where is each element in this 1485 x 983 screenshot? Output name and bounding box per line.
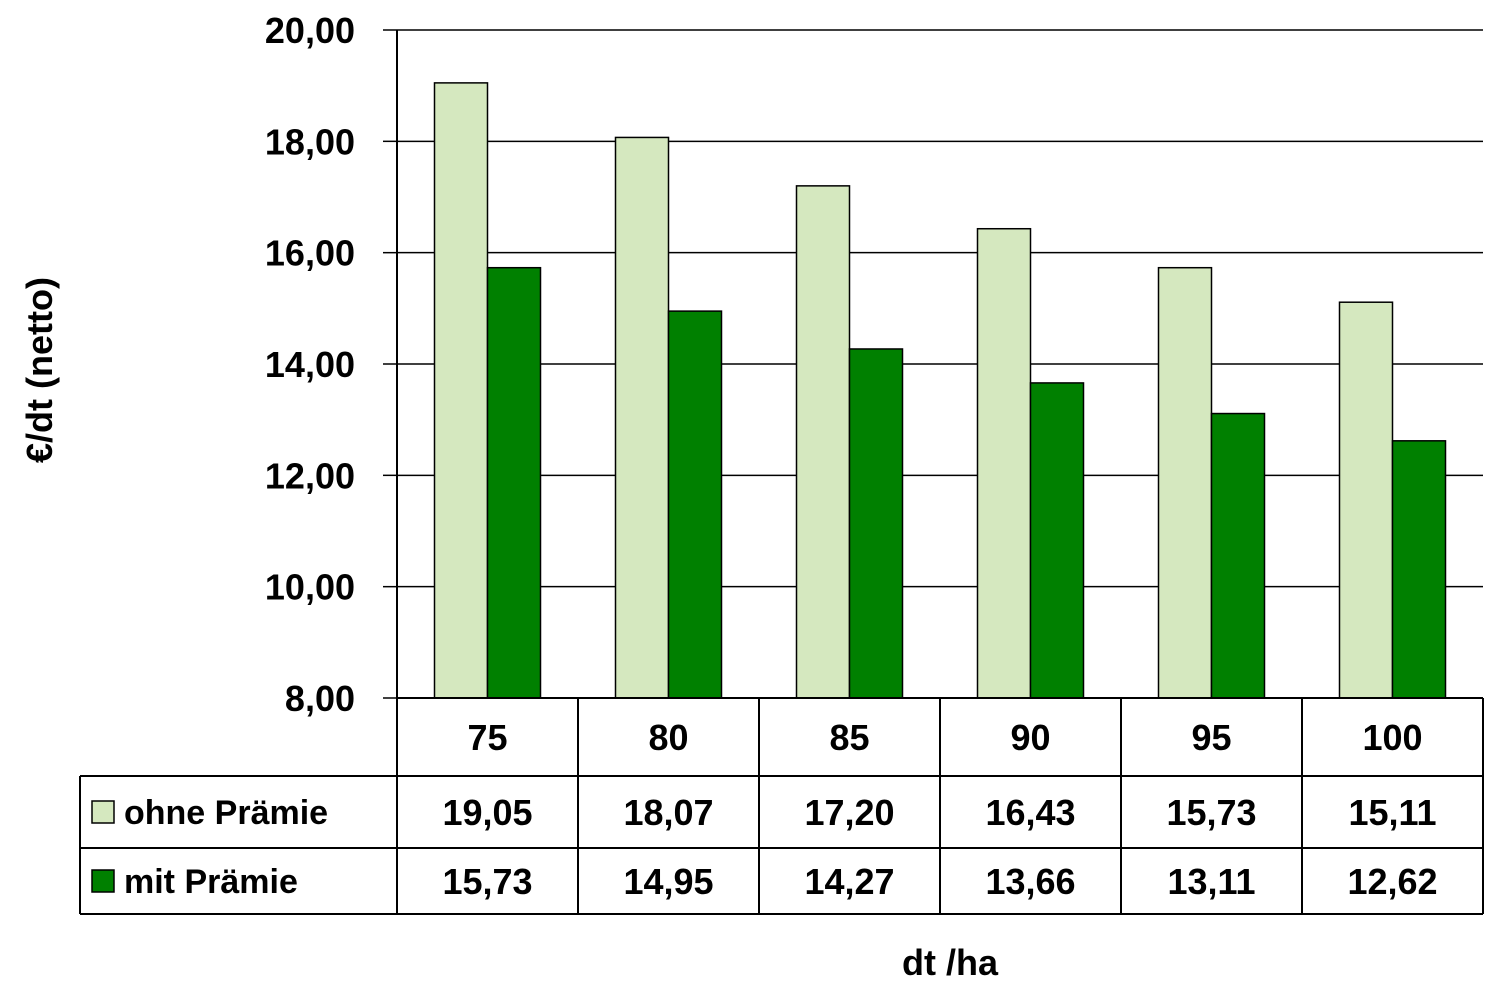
data-label: 13,66 bbox=[985, 861, 1075, 902]
y-axis-title: €/dt (netto) bbox=[19, 277, 60, 463]
bar-mit-100 bbox=[1391, 440, 1447, 699]
bar-mit-85 bbox=[848, 348, 904, 699]
data-table: 75 80 85 90 95 100 ohne Prämie 19,05 18,07 17,20 1… bbox=[79, 697, 1484, 915]
y-tick-label: 10,00 bbox=[265, 567, 355, 608]
legend-label: mit Prämie bbox=[124, 863, 298, 901]
data-label: 12,62 bbox=[1347, 861, 1437, 902]
x-tick-label: 80 bbox=[648, 717, 688, 758]
x-tick-label: 75 bbox=[467, 717, 507, 758]
y-tick-label: 20,00 bbox=[265, 10, 355, 51]
bar-ohne-85 bbox=[795, 185, 851, 699]
y-tick-label: 14,00 bbox=[265, 344, 355, 385]
y-tick-label: 18,00 bbox=[265, 121, 355, 162]
bar-ohne-75 bbox=[433, 82, 489, 699]
data-label: 14,27 bbox=[804, 861, 894, 902]
bar-ohne-95 bbox=[1157, 266, 1213, 699]
data-label: 15,73 bbox=[442, 861, 532, 902]
data-label: 15,11 bbox=[1348, 792, 1436, 833]
y-tick-label: 12,00 bbox=[265, 455, 355, 496]
data-label: 15,73 bbox=[1166, 792, 1256, 833]
bar-ohne-80 bbox=[614, 136, 670, 699]
bar-mit-75 bbox=[486, 266, 542, 699]
x-tick-label: 95 bbox=[1191, 717, 1231, 758]
bar-mit-95 bbox=[1210, 412, 1266, 699]
y-tick-label: 16,00 bbox=[265, 233, 355, 274]
legend-swatch bbox=[91, 869, 115, 893]
bars bbox=[433, 82, 1447, 699]
x-tick-label: 85 bbox=[829, 717, 869, 758]
x-tick-label: 100 bbox=[1362, 717, 1422, 758]
legend-swatch bbox=[91, 800, 115, 824]
data-label: 14,95 bbox=[623, 861, 713, 902]
data-label: 17,20 bbox=[804, 792, 894, 833]
bar-mit-80 bbox=[667, 310, 723, 699]
bar-ohne-90 bbox=[976, 227, 1032, 699]
gridlines bbox=[397, 29, 1483, 588]
data-label: 19,05 bbox=[442, 792, 532, 833]
data-label: 16,43 bbox=[985, 792, 1075, 833]
y-tick-label: 8,00 bbox=[285, 678, 355, 719]
bar-mit-90 bbox=[1029, 382, 1085, 699]
data-label: 18,07 bbox=[623, 792, 713, 833]
x-axis-title: dt /ha bbox=[902, 942, 999, 983]
data-label: 13,11 bbox=[1167, 861, 1255, 902]
bar-ohne-100 bbox=[1338, 301, 1394, 699]
axes: 8,00 10,00 12,00 14,00 16,00 18,00 20,00 bbox=[265, 10, 398, 719]
x-tick-label: 90 bbox=[1010, 717, 1050, 758]
legend-label: ohne Prämie bbox=[124, 794, 328, 832]
